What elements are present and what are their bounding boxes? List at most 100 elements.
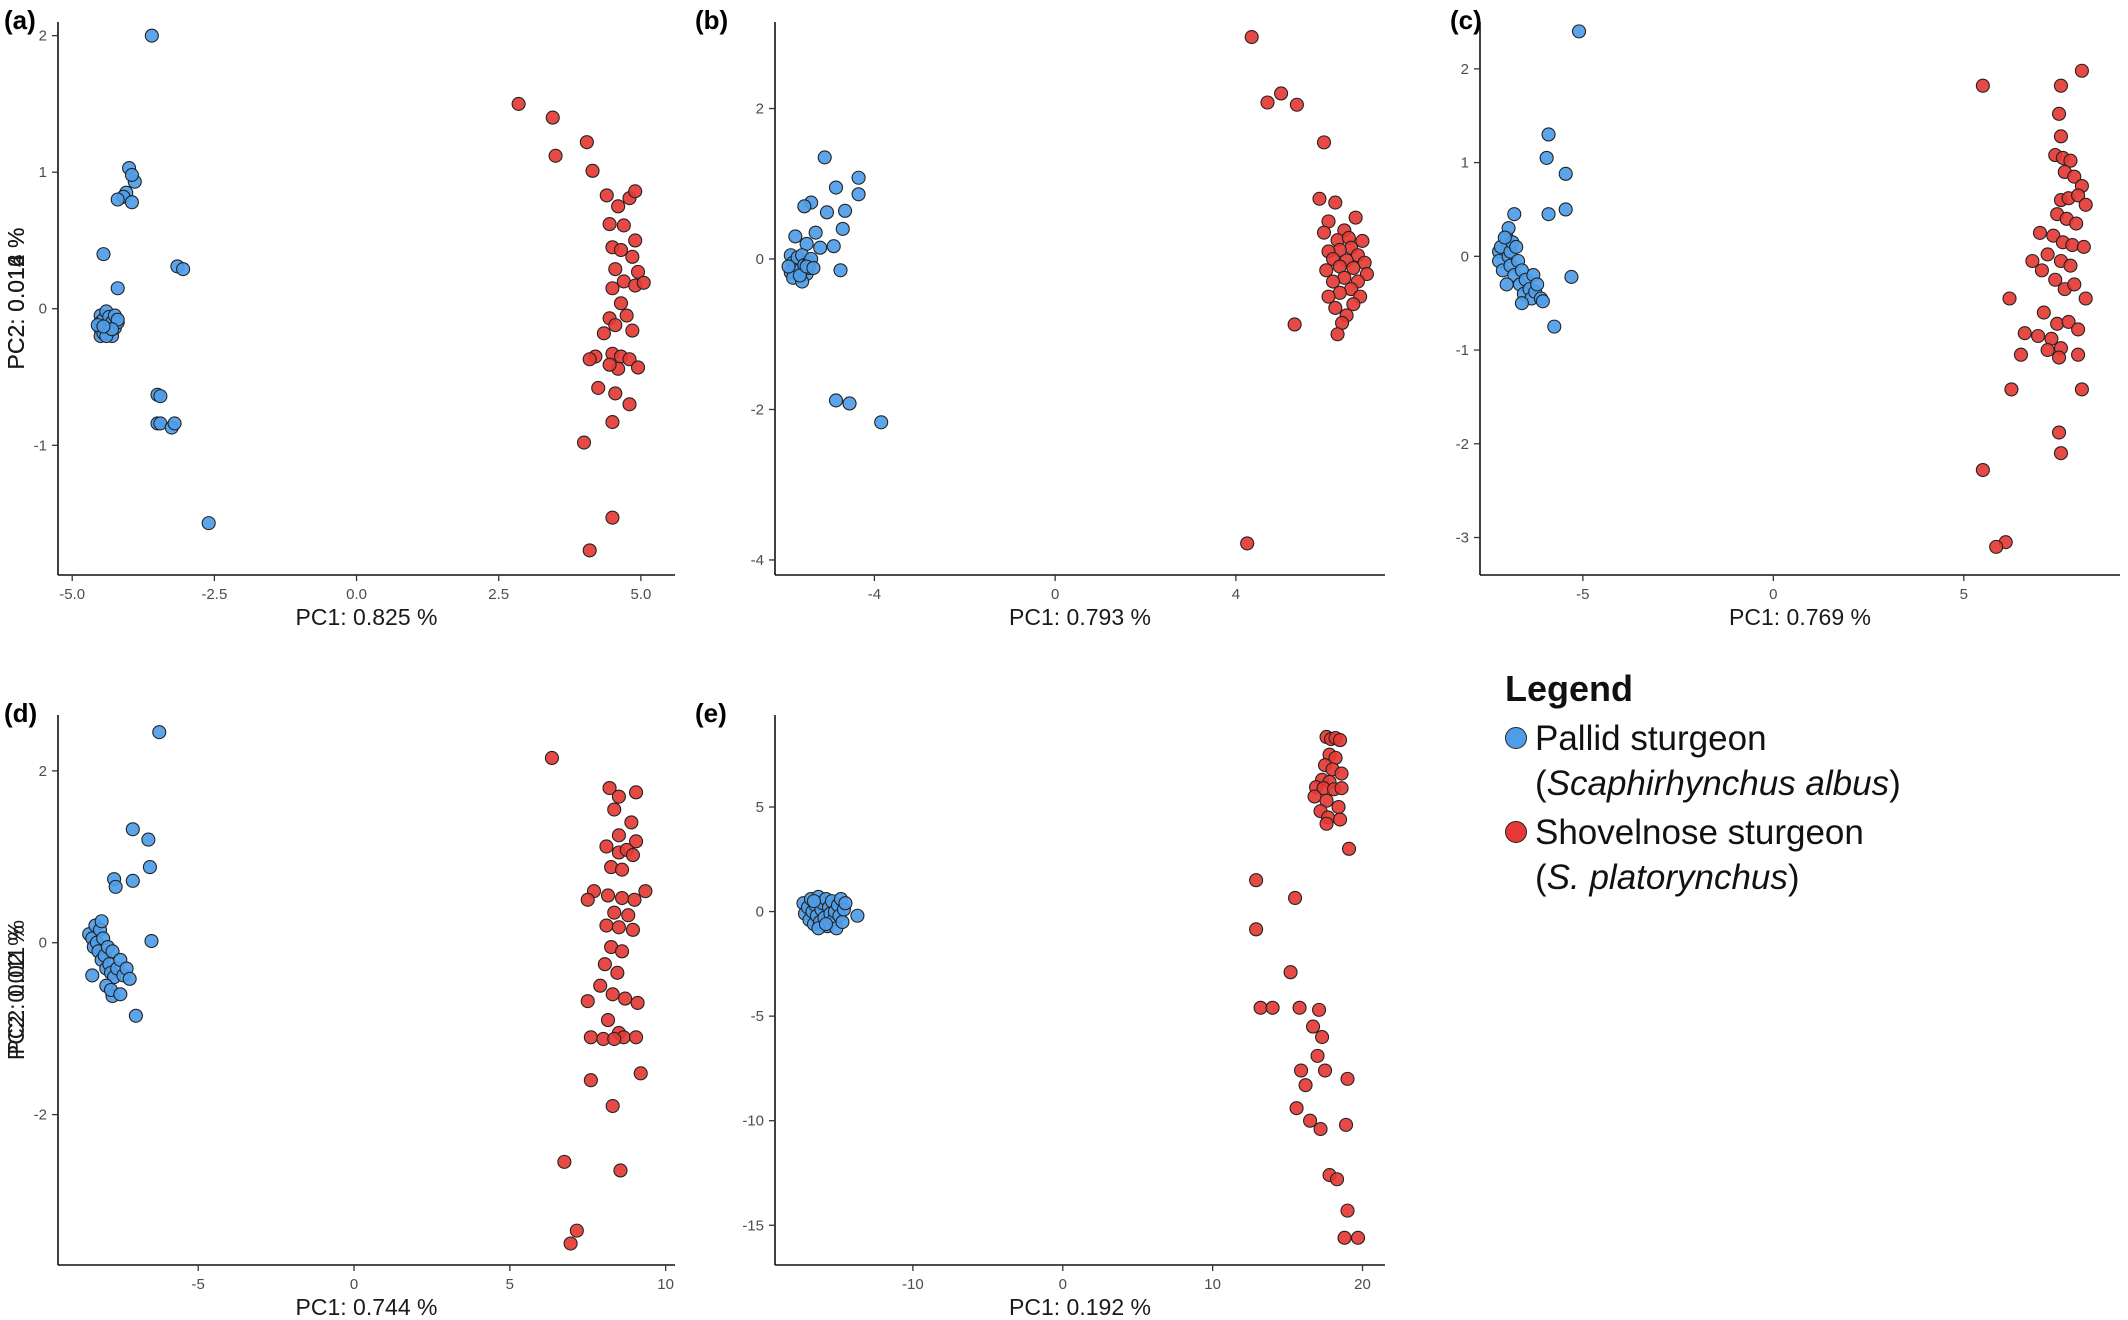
panel-d-point-shovelnose-15 — [600, 888, 616, 903]
panel-d-point-shovelnose-43 — [605, 1098, 620, 1114]
panel-d-point-shovelnose-37 — [628, 1030, 644, 1045]
panel-b-point-shovelnose-0 — [1244, 29, 1259, 45]
panel-b-point-shovelnose-21 — [1346, 260, 1361, 276]
panel-c-point-pallid-5 — [1541, 207, 1556, 222]
panel-c-point-shovelnose-32 — [2002, 291, 2017, 306]
panel-a-point-shovelnose-17 — [605, 281, 620, 296]
panel-e-y-tick-label-3: 0 — [756, 904, 764, 921]
panel-c-point-shovelnose-2 — [2053, 78, 2069, 93]
panel-c-point-pallid-2 — [1539, 150, 1554, 165]
panel-c-x-axis-title: PC1: 0.769 % — [1729, 604, 1871, 630]
panel-a-point-shovelnose-16 — [630, 264, 646, 279]
panel-c-point-shovelnose-4 — [2053, 129, 2069, 144]
panel-e-point-shovelnose-36 — [1317, 1063, 1333, 1078]
legend-sci-shovelnose: S. platorynchus — [1546, 858, 1788, 897]
panel-c-point-shovelnose-21 — [2065, 238, 2080, 253]
panel-e-y-tick-label-2: -5 — [751, 1008, 764, 1025]
panel-b-x-tick-label-2: 4 — [1232, 586, 1240, 603]
panel-b-point-pallid-10 — [788, 229, 803, 244]
panel-b-point-shovelnose-32 — [1346, 297, 1361, 312]
panel-b-point-pallid-32 — [833, 263, 848, 278]
panel-e-point-pallid-31 — [850, 908, 865, 923]
panel-a-point-shovelnose-35 — [591, 380, 606, 395]
panel-a-point-pallid-0 — [144, 28, 159, 43]
panel-c-point-shovelnose-1 — [2074, 63, 2089, 78]
panel-a-point-shovelnose-1 — [545, 110, 560, 125]
panel-e-point-pallid-28 — [806, 894, 822, 909]
panel-e-point-shovelnose-38 — [1289, 1101, 1304, 1116]
panel-c-point-shovelnose-3 — [2051, 106, 2067, 121]
panel-d-point-shovelnose-2 — [611, 789, 626, 804]
panel-d-point-shovelnose-22 — [599, 918, 614, 933]
panel-b-point-pallid-35 — [874, 415, 889, 430]
panel-c-point-shovelnose-27 — [2034, 263, 2049, 278]
panel-e-point-shovelnose-20 — [1332, 812, 1348, 827]
legend-item-shovelnose: Shovelnose sturgeon (S. platorynchus) — [1505, 810, 2065, 900]
panel-a-x-axis-title: PC1: 0.825 % — [296, 604, 438, 630]
panel-a-point-shovelnose-10 — [616, 218, 631, 233]
panel-b-point-pallid-8 — [835, 221, 850, 236]
panel-a-point-shovelnose-5 — [599, 188, 614, 203]
panel-d-point-pallid-28 — [122, 971, 137, 986]
panel-e-label: (e) — [695, 698, 727, 728]
panel-c-x-tick-label-0: -5 — [1576, 586, 1589, 603]
panel-d-y-tick-label-1: 0 — [39, 935, 47, 952]
panel-a-point-shovelnose-9 — [602, 217, 617, 232]
panel-d-point-shovelnose-13 — [614, 862, 630, 877]
panel-d-point-shovelnose-1 — [602, 780, 617, 796]
legend-sci-pallid: Scaphirhynchus albus — [1546, 764, 1890, 803]
panel-e-point-shovelnose-8 — [1334, 766, 1349, 781]
panel-a-x-tick-label-0: -5.0 — [59, 586, 85, 603]
panel-a-point-shovelnose-39 — [576, 435, 592, 450]
panel-a-y-tick-label-2: 1 — [39, 164, 47, 181]
panel-b-point-pallid-34 — [842, 396, 857, 411]
panel-c-point-pallid-4 — [1558, 202, 1573, 217]
panel-b-point-pallid-13 — [826, 239, 841, 254]
panel-a-y-axis-title: PC2: 0.016 % — [3, 228, 29, 370]
panel-e-point-shovelnose-17 — [1331, 799, 1346, 815]
panel-b-point-pallid-3 — [828, 180, 844, 195]
panel-d-point-pallid-35 — [128, 1008, 143, 1023]
panel-c-point-shovelnose-13 — [2071, 188, 2086, 203]
panel-d-point-pallid-3 — [142, 860, 157, 875]
panel-d-x-tick-label-2: 5 — [506, 1276, 514, 1293]
panel-c-point-pallid-34 — [1514, 296, 1529, 311]
panel-d-point-shovelnose-26 — [614, 944, 630, 959]
panel-b-point-shovelnose-5 — [1312, 191, 1327, 206]
panel-a-x-tick-label-4: 5.0 — [630, 586, 651, 603]
panel-c-x-tick-label-1: 0 — [1769, 586, 1777, 603]
panel-e-point-shovelnose-16 — [1319, 793, 1334, 808]
panel-e-x-tick-label-0: -10 — [902, 1276, 924, 1293]
panel-a-point-pallid-3 — [124, 167, 139, 182]
panel-a-point-shovelnose-6 — [611, 199, 626, 214]
panel-e-point-shovelnose-41 — [1338, 1117, 1354, 1132]
panel-d-y-axis-title: PC2: 0.011 % — [3, 920, 29, 1060]
legend-sci-close-shovelnose: ) — [1787, 858, 1800, 897]
panel-e-point-shovelnose-23 — [1249, 873, 1264, 888]
panel-e-x-tick-label-2: 10 — [1204, 1276, 1221, 1293]
legend-sci-close-pallid: ) — [1889, 764, 1901, 803]
panel-e-point-shovelnose-24 — [1288, 890, 1303, 906]
panel-d-point-shovelnose-18 — [638, 884, 653, 899]
panel-e-x-tick-label-3: 20 — [1354, 1276, 1371, 1293]
panel-d-point-pallid-30 — [94, 914, 109, 929]
panel-a-point-shovelnose-4 — [585, 163, 600, 178]
panel-c-point-shovelnose-37 — [2017, 326, 2032, 341]
panel-d-point-shovelnose-38 — [583, 1030, 598, 1045]
panel-a-point-shovelnose-21 — [613, 296, 629, 311]
panel-c-point-pallid-28 — [1530, 277, 1545, 292]
panel-c-point-shovelnose-0 — [1975, 78, 1990, 93]
panel-e-point-shovelnose-40 — [1313, 1122, 1328, 1137]
panel-c-y-axis-title: PC2: 0.012 % — [3, 228, 29, 370]
panel-c-point-shovelnose-49 — [1975, 462, 1990, 478]
panel-c-point-pallid-18 — [1509, 239, 1524, 254]
panel-a-point-shovelnose-40 — [605, 510, 620, 525]
panel-e-point-shovelnose-37 — [1340, 1071, 1355, 1086]
panel-c-point-pallid-3 — [1558, 166, 1573, 181]
panel-c-point-shovelnose-9 — [2067, 169, 2082, 184]
panel-d-point-shovelnose-20 — [607, 905, 622, 920]
panel-a-point-pallid-38 — [201, 516, 216, 531]
panel-e-y-tick-label-1: -10 — [742, 1113, 764, 1130]
panel-b-point-pallid-12 — [813, 240, 828, 255]
panel-c-point-pallid-31 — [1499, 277, 1514, 292]
